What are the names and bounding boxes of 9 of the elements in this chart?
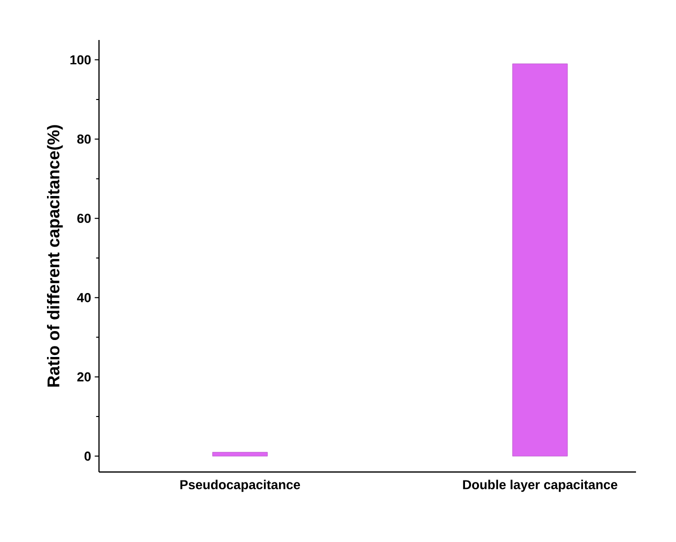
y-tick-label: 40 bbox=[77, 293, 91, 302]
y-tick-label: 100 bbox=[70, 55, 91, 64]
x-tick-label: Double layer capacitance bbox=[463, 480, 618, 492]
x-tick-label: Pseudocapacitance bbox=[180, 480, 300, 492]
y-tick-label: 0 bbox=[84, 452, 91, 461]
y-tick-label: 80 bbox=[77, 134, 91, 144]
y-tick-label: 60 bbox=[77, 214, 91, 223]
y-axis-title: Ratio of different capacitance(%) bbox=[47, 125, 63, 387]
y-tick-label: 20 bbox=[77, 372, 91, 382]
